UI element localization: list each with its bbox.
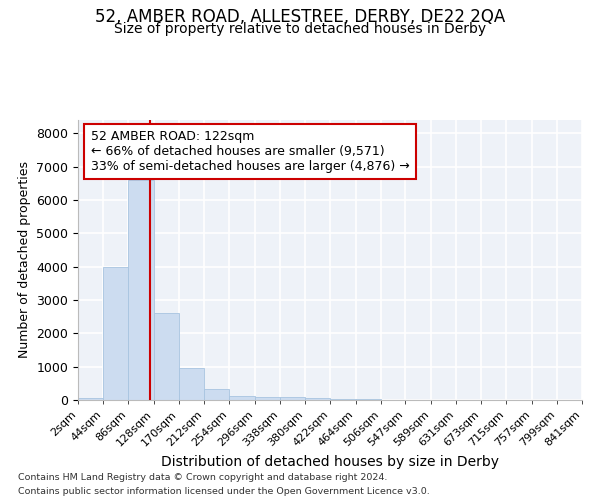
Text: Contains HM Land Registry data © Crown copyright and database right 2024.: Contains HM Land Registry data © Crown c… [18, 472, 388, 482]
Text: 52 AMBER ROAD: 122sqm
← 66% of detached houses are smaller (9,571)
33% of semi-d: 52 AMBER ROAD: 122sqm ← 66% of detached … [91, 130, 409, 173]
Bar [229, 396, 254, 400]
Bar [78, 398, 103, 400]
Bar [305, 398, 331, 400]
Bar [128, 180, 154, 400]
Y-axis label: Number of detached properties: Number of detached properties [18, 162, 31, 358]
Bar [331, 399, 356, 400]
Bar [204, 389, 229, 400]
Bar [179, 368, 204, 400]
Bar [254, 396, 280, 400]
Text: Contains public sector information licensed under the Open Government Licence v3: Contains public sector information licen… [18, 488, 430, 496]
Bar [103, 266, 128, 400]
Text: 52, AMBER ROAD, ALLESTREE, DERBY, DE22 2QA: 52, AMBER ROAD, ALLESTREE, DERBY, DE22 2… [95, 8, 505, 26]
Bar [280, 398, 305, 400]
Text: Size of property relative to detached houses in Derby: Size of property relative to detached ho… [114, 22, 486, 36]
X-axis label: Distribution of detached houses by size in Derby: Distribution of detached houses by size … [161, 455, 499, 469]
Bar [154, 314, 179, 400]
